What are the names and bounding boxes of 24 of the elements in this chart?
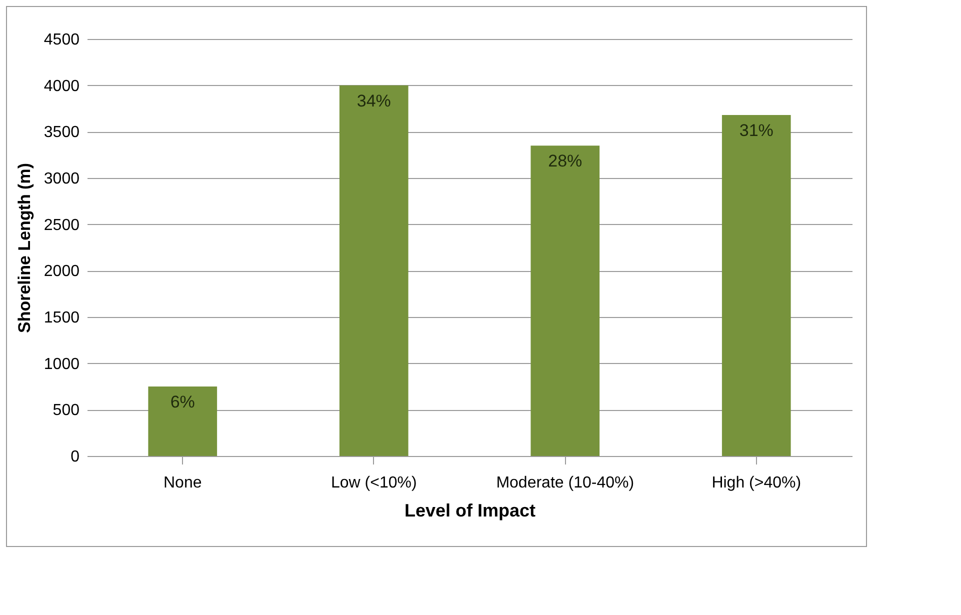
y-tick-label: 0 (70, 448, 80, 466)
bar (148, 386, 218, 456)
y-tick-label: 500 (52, 402, 80, 420)
bar (530, 146, 600, 456)
y-tick-label: 2500 (44, 216, 80, 234)
x-axis-title: Level of Impact (404, 500, 536, 520)
x-tick-label: Moderate (10-40%) (496, 474, 634, 492)
bar (339, 85, 408, 456)
y-tick-label: 1500 (44, 310, 80, 326)
y-tick-label: 1000 (44, 356, 80, 373)
y-tick-label: 4000 (44, 78, 80, 95)
y-axis-title: Shoreline Length (m) (14, 163, 34, 333)
x-tick-label: Low (<10%) (330, 474, 417, 492)
y-tick-label: 4500 (44, 32, 80, 48)
annotation: 31% (739, 120, 774, 140)
y-tick-label: 2000 (44, 263, 80, 280)
y-tick-label: 3500 (44, 124, 80, 142)
x-tick-label: High (>40%) (712, 474, 802, 492)
annotation: 34% (356, 91, 391, 110)
bar (722, 114, 791, 456)
x-tick-label: None (164, 474, 202, 492)
y-tick-label: 3000 (44, 170, 80, 188)
annotation: 6% (170, 392, 195, 412)
annotation: 28% (548, 152, 582, 171)
